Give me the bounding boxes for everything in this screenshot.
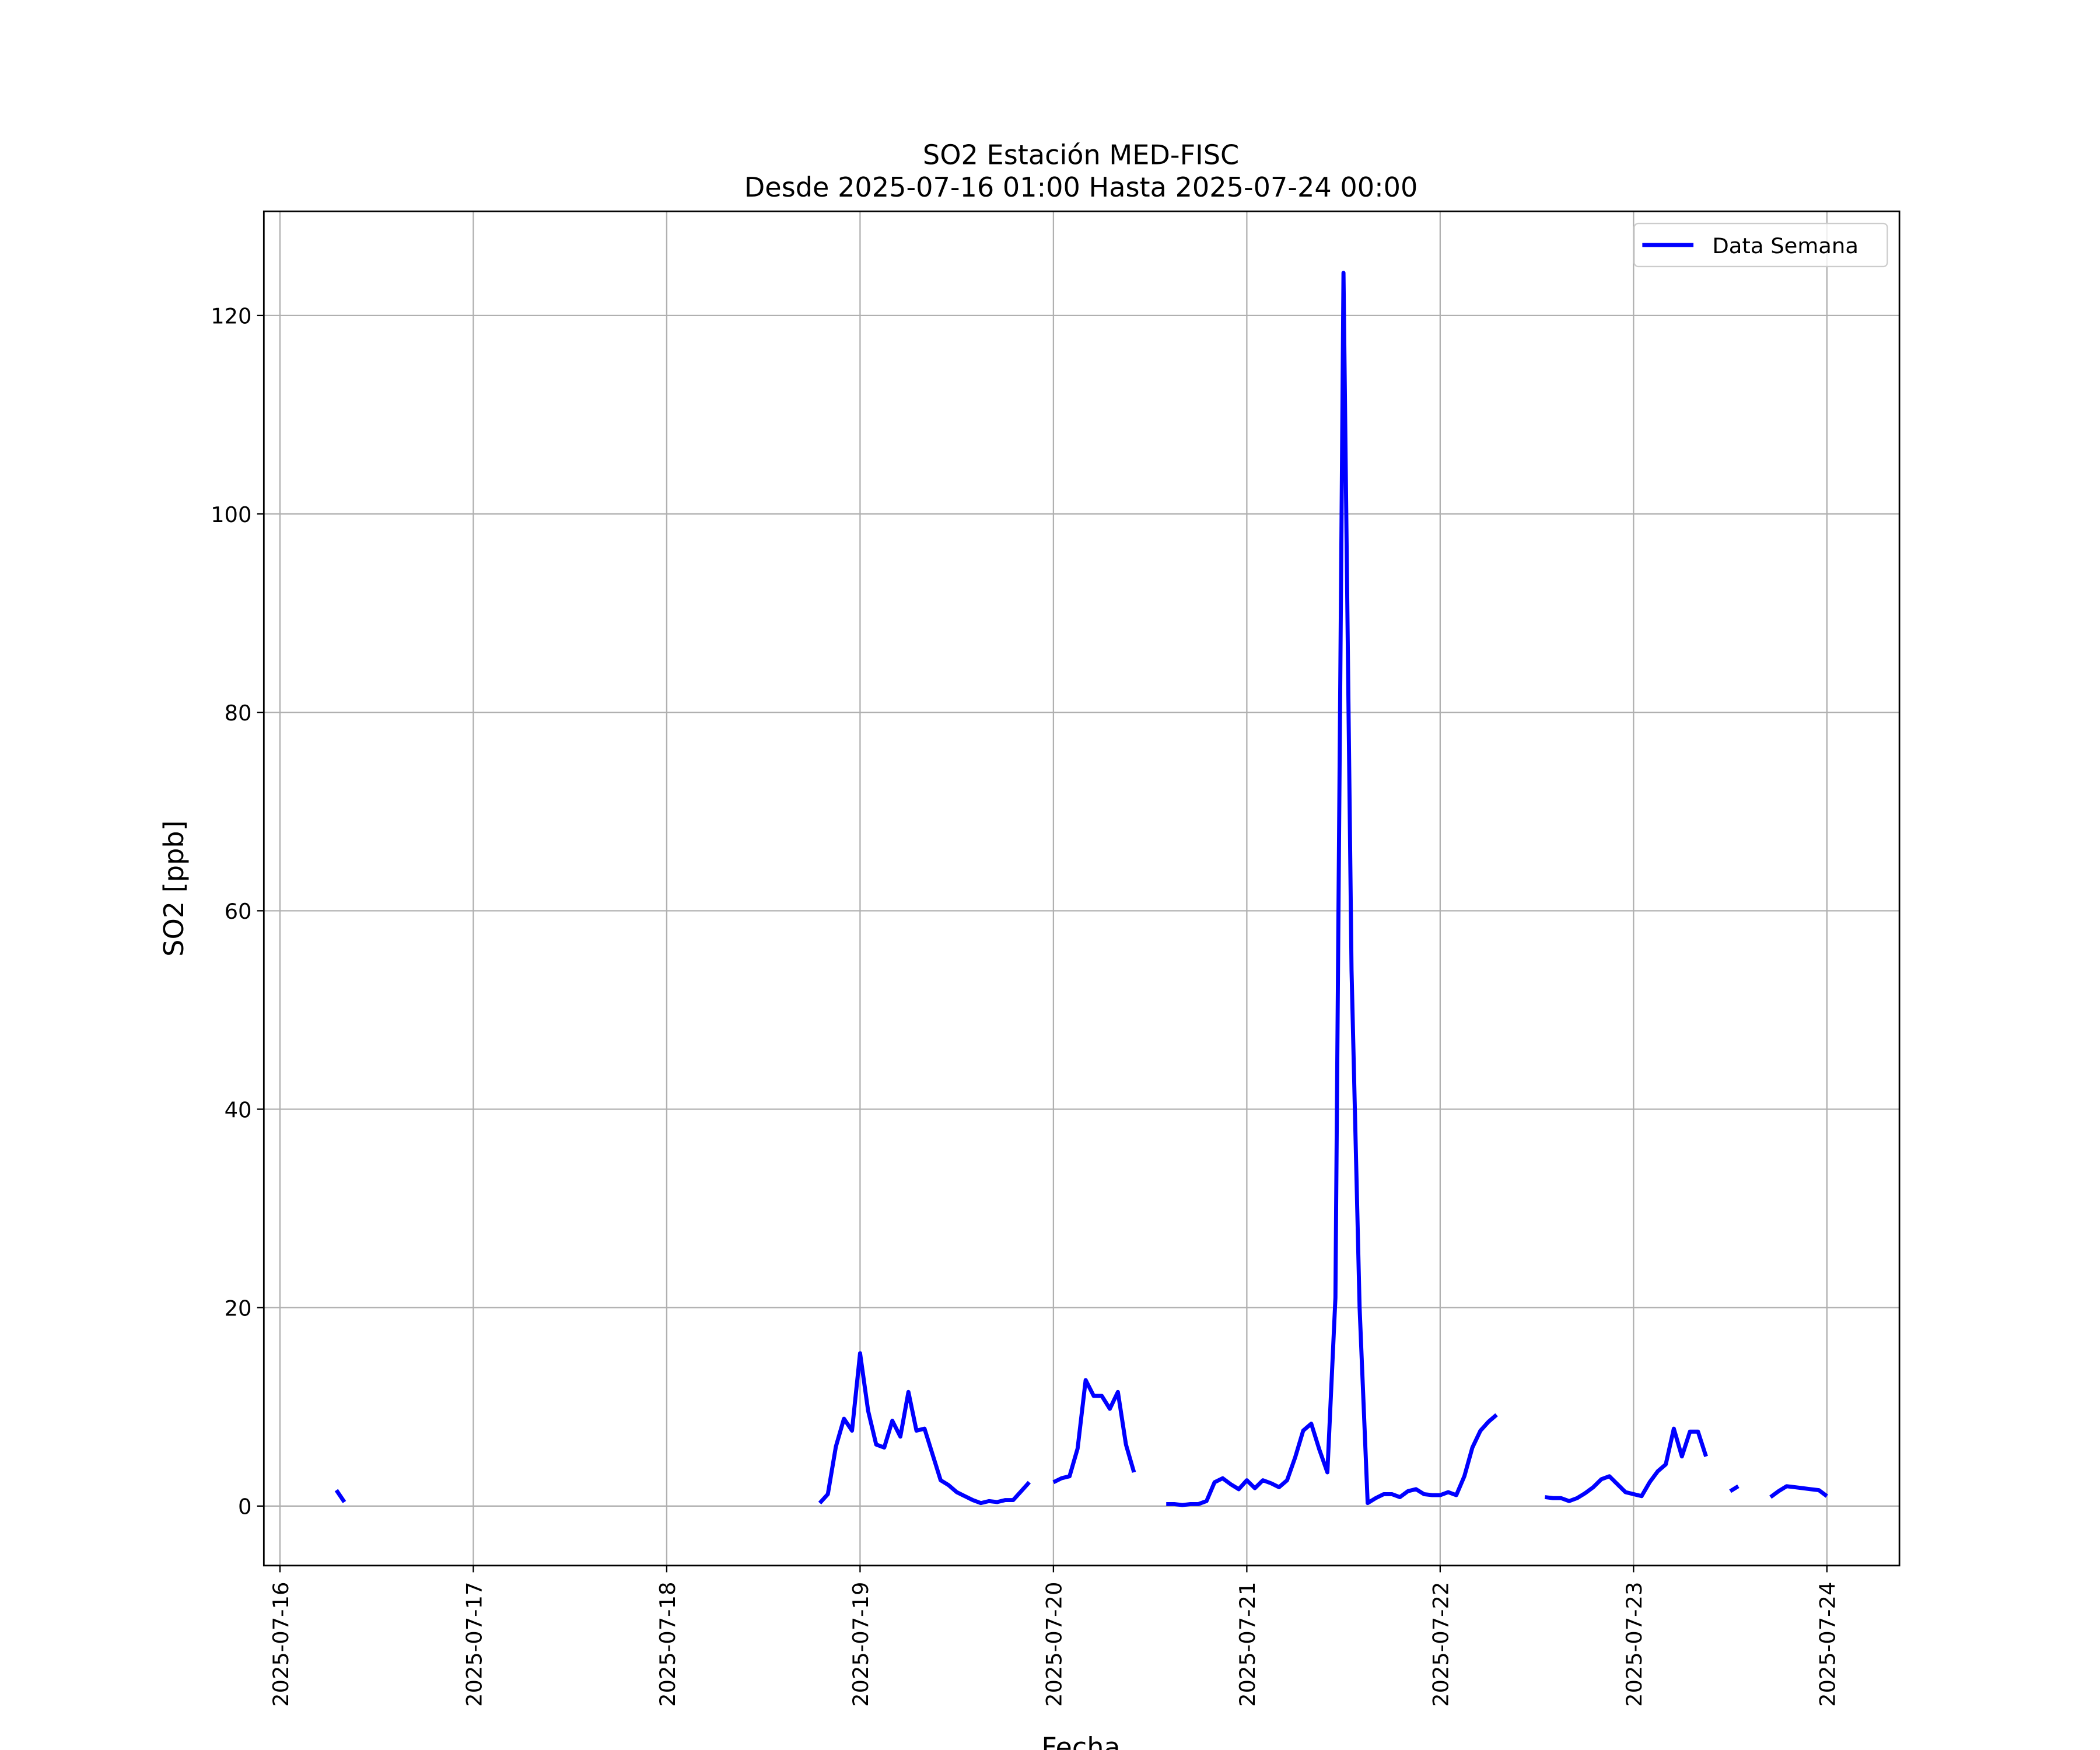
y-tick-label: 120: [211, 304, 251, 329]
y-tick-label: 60: [225, 899, 252, 924]
y-tick-label: 80: [225, 701, 252, 726]
legend-label: Data Semana: [1712, 233, 1859, 258]
x-axis-label: Fecha: [1041, 1732, 1120, 1750]
legend-box: [1633, 222, 1888, 268]
chart-title: SO2 Estación MED-FISC: [923, 139, 1239, 171]
x-tick-label: 2025-07-18: [655, 1582, 680, 1707]
chart-subtitle: Desde 2025-07-16 01:00 Hasta 2025-07-24 …: [744, 172, 1418, 203]
x-tick-label: 2025-07-21: [1235, 1582, 1260, 1707]
x-tick-label: 2025-07-23: [1622, 1582, 1647, 1707]
y-tick-label: 0: [238, 1494, 251, 1520]
data-line: [334, 271, 1828, 1507]
x-tick-label: 2025-07-22: [1429, 1582, 1454, 1707]
x-tick-label: 2025-07-20: [1042, 1582, 1067, 1707]
y-tick-label: 20: [225, 1296, 252, 1321]
y-tick-label: 100: [211, 502, 251, 527]
x-tick-label: 2025-07-24: [1815, 1582, 1840, 1707]
x-tick-label: 2025-07-16: [268, 1582, 293, 1707]
x-tick-label: 2025-07-17: [461, 1582, 487, 1707]
x-tick-label: 2025-07-19: [848, 1582, 873, 1707]
y-axis-label: SO2 [ppb]: [158, 820, 190, 957]
y-tick-label: 40: [225, 1097, 252, 1122]
plot-frame: [262, 210, 1901, 1567]
